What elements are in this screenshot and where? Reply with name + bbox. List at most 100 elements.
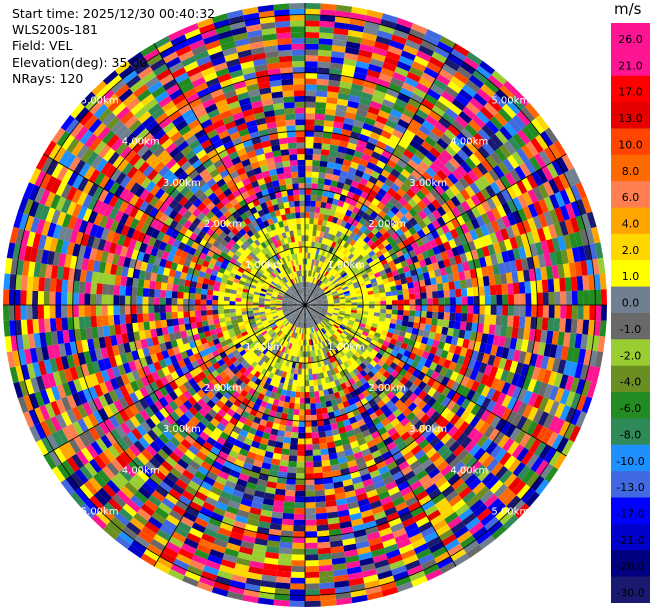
ppi-gate — [397, 173, 408, 184]
ppi-gate — [460, 288, 468, 297]
ppi-gate — [20, 305, 27, 320]
ppi-gate — [429, 514, 445, 527]
ppi-gate — [496, 305, 503, 316]
ppi-gate — [307, 322, 310, 328]
ppi-gate — [320, 377, 326, 385]
ppi-gate — [326, 313, 333, 317]
ppi-gate — [285, 372, 291, 379]
ppi-gate — [229, 308, 236, 313]
ppi-gate — [444, 437, 457, 449]
ppi-gate — [343, 257, 351, 264]
ppi-gate — [345, 268, 352, 275]
ppi-gate — [469, 182, 481, 195]
ppi-gate — [525, 293, 532, 305]
ppi-gate — [460, 397, 471, 410]
ppi-gate — [551, 358, 561, 373]
ppi-gate — [258, 443, 268, 451]
ppi-gate — [177, 291, 184, 299]
ppi-gate — [324, 208, 331, 216]
ppi-gate — [420, 558, 437, 571]
ppi-gate — [505, 371, 515, 385]
ppi-gate — [577, 305, 584, 320]
ppi-gate — [527, 392, 539, 407]
ppi-gate — [356, 292, 363, 297]
ppi-gate — [160, 312, 167, 321]
ppi-gate — [308, 288, 311, 294]
ppi-gate — [544, 127, 559, 144]
ppi-gate — [440, 223, 450, 234]
ppi-gate — [434, 184, 445, 196]
ppi-gate — [350, 264, 357, 271]
ppi-gate — [345, 305, 352, 308]
ppi-gate — [66, 305, 73, 318]
ppi-gate — [417, 145, 430, 157]
ppi-gate — [448, 256, 457, 266]
ppi-gate — [325, 500, 337, 508]
ppi-gate — [456, 132, 470, 145]
ppi-gate — [347, 501, 360, 510]
ppi-gate — [285, 390, 292, 397]
ppi-gate — [288, 402, 295, 409]
ppi-gate — [330, 204, 338, 212]
ppi-gate — [311, 426, 319, 433]
ppi-gate — [311, 290, 316, 296]
ppi-gate — [496, 294, 503, 305]
ppi-gate — [305, 281, 308, 288]
ppi-gate — [312, 373, 317, 381]
ppi-gate — [436, 283, 444, 291]
ppi-gate — [337, 268, 344, 274]
ppi-gate — [194, 305, 201, 311]
ppi-gate — [600, 305, 607, 321]
ppi-gate — [521, 450, 534, 466]
ppi-gate — [367, 231, 375, 240]
ppi-gate — [339, 325, 346, 331]
ppi-gate — [380, 355, 388, 363]
ppi-gate — [547, 317, 555, 332]
ppi-gate — [294, 368, 299, 375]
ppi-gate — [526, 256, 535, 270]
ppi-gate — [581, 396, 593, 414]
ppi-gate — [358, 325, 365, 331]
ppi-gate — [257, 520, 271, 529]
ppi-gate — [336, 421, 345, 429]
ppi-gate — [337, 509, 350, 518]
ppi-gate — [362, 514, 375, 524]
ppi-gate — [315, 318, 320, 324]
ppi-gate — [347, 398, 356, 406]
ppi-gate — [434, 46, 451, 59]
ppi-gate — [355, 144, 366, 154]
ppi-gate — [26, 275, 34, 291]
ppi-gate — [285, 425, 293, 433]
ppi-gate — [332, 312, 339, 316]
ppi-gate — [271, 511, 284, 519]
ppi-gate — [553, 418, 565, 435]
ppi-gate — [220, 559, 236, 569]
ppi-gate — [539, 130, 554, 147]
ppi-gate — [450, 336, 459, 346]
ppi-gate — [292, 542, 305, 549]
ppi-gate — [310, 339, 314, 346]
ppi-gate — [374, 363, 382, 372]
ppi-gate — [312, 449, 321, 456]
ppi-gate — [445, 335, 453, 345]
ppi-gate — [422, 478, 435, 491]
ppi-gate — [44, 318, 51, 333]
ppi-gate — [437, 444, 449, 457]
ppi-gate — [378, 367, 387, 375]
ppi-gate — [507, 441, 520, 456]
ppi-gate — [371, 281, 378, 287]
ppi-gate — [386, 305, 393, 310]
ppi-gate — [465, 220, 475, 232]
ppi-gate — [403, 310, 410, 316]
ppi-gate — [305, 287, 307, 294]
ppi-gate — [505, 272, 513, 284]
ppi-gate — [364, 167, 374, 176]
ppi-gate — [383, 475, 395, 486]
ppi-gate — [307, 294, 310, 300]
ppi-gate — [526, 421, 538, 436]
ppi-gate — [229, 301, 236, 305]
ppi-gate — [286, 384, 293, 391]
ppi-gate — [329, 286, 336, 291]
ppi-gate — [72, 305, 79, 318]
ppi-gate — [346, 236, 353, 244]
